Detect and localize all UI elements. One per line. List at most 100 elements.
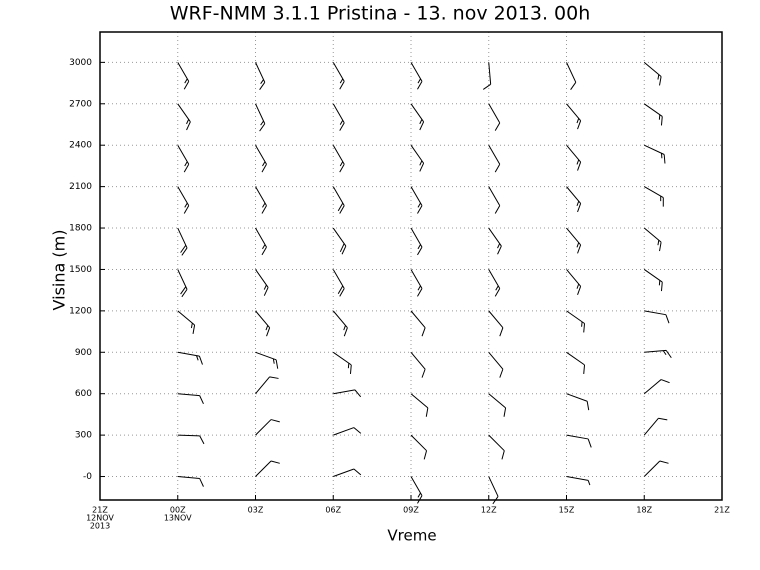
wind-barb xyxy=(643,227,662,252)
y-tick-label: 900 xyxy=(75,348,92,358)
x-tick-label: 13NOV xyxy=(164,514,192,523)
wind-barb xyxy=(488,434,505,460)
wind-barb xyxy=(566,62,577,90)
wind-barb xyxy=(410,351,426,378)
x-tick-label: 09Z xyxy=(403,506,419,515)
wind-barb xyxy=(332,62,345,90)
wind-barb xyxy=(410,434,428,460)
wind-barb xyxy=(410,476,423,504)
wind-barb xyxy=(332,144,345,173)
wind-barb xyxy=(644,144,666,164)
wind-barb xyxy=(643,379,670,395)
wind-barb xyxy=(410,310,426,337)
wind-barb xyxy=(255,351,279,369)
wind-barb xyxy=(643,269,663,292)
x-tick-label: 18Z xyxy=(636,506,652,515)
y-tick-label: 2700 xyxy=(69,99,92,109)
x-tick-label: 12NOV xyxy=(86,514,114,523)
wind-barb xyxy=(255,144,267,173)
wind-barb xyxy=(410,144,425,172)
y-tick-label: 2400 xyxy=(69,141,92,151)
wind-barb xyxy=(644,186,664,207)
wind-barb xyxy=(488,310,504,337)
wind-barb xyxy=(255,460,280,477)
wind-barb xyxy=(566,144,582,171)
wind-barb xyxy=(177,310,196,334)
wind-barb xyxy=(333,389,362,398)
wind-barb xyxy=(488,351,504,378)
wind-barb xyxy=(643,61,662,86)
wind-barb xyxy=(566,310,586,333)
wind-barb xyxy=(488,227,502,255)
x-tick-label: 03Z xyxy=(248,506,264,515)
wind-barb xyxy=(255,310,271,337)
y-tick-label: 1800 xyxy=(69,224,92,234)
y-tick-label: 3000 xyxy=(69,58,92,68)
wind-barb xyxy=(177,351,203,365)
wind-barb xyxy=(255,62,266,90)
x-tick-label: 2013 xyxy=(90,522,110,531)
wind-barb xyxy=(644,349,672,359)
plot-frame xyxy=(99,31,723,501)
x-axis-label: Vreme xyxy=(387,527,436,545)
wind-barb xyxy=(255,269,269,296)
wind-barb xyxy=(177,476,204,487)
wind-barb xyxy=(333,468,362,478)
wind-barb xyxy=(488,186,501,214)
wind-barb xyxy=(566,186,582,213)
y-tick-label: 2100 xyxy=(69,182,92,192)
wind-barb xyxy=(566,103,582,130)
x-tick-label: 00Z xyxy=(170,506,186,515)
wind-barb xyxy=(332,227,347,255)
wind-barb xyxy=(410,186,423,214)
wind-barb xyxy=(643,417,668,436)
wind-barb xyxy=(177,269,188,298)
wind-barb xyxy=(488,393,507,417)
wind-barb xyxy=(488,476,499,505)
x-tick-label: 15Z xyxy=(559,506,575,515)
wind-barb xyxy=(332,310,348,337)
x-tick-label: 21Z xyxy=(714,506,730,515)
wind-barb xyxy=(177,227,188,256)
wind-barb xyxy=(177,434,205,445)
y-tick-label: -0 xyxy=(83,472,92,482)
x-tick-label: 12Z xyxy=(481,506,497,515)
wind-barb xyxy=(566,476,591,486)
wind-barb xyxy=(566,227,582,254)
wind-barb xyxy=(255,186,267,214)
wind-barb xyxy=(410,393,429,417)
y-tick-label: 300 xyxy=(75,431,92,441)
wind-barb xyxy=(177,144,190,173)
wind-barb xyxy=(488,269,501,297)
wind-barb xyxy=(332,103,345,131)
x-tick-label: 06Z xyxy=(325,506,341,515)
wind-barb xyxy=(566,434,592,448)
wind-barb xyxy=(566,393,590,411)
wind-barb xyxy=(410,227,423,256)
wind-barb xyxy=(255,376,279,395)
wind-barb xyxy=(177,103,191,131)
wind-barb xyxy=(643,460,669,477)
y-tick-label: 1200 xyxy=(69,306,92,316)
wind-barb xyxy=(488,103,501,131)
wind-barb xyxy=(332,269,345,297)
wind-barb xyxy=(177,186,190,214)
wind-barb xyxy=(332,351,352,374)
y-tick-label: 1500 xyxy=(69,265,92,275)
wind-barb xyxy=(255,227,267,256)
wind-barb xyxy=(255,103,266,132)
wind-barb xyxy=(177,393,204,405)
wind-barb xyxy=(410,103,425,131)
wind-barb xyxy=(643,103,663,126)
wind-barb xyxy=(482,62,492,90)
wind-barb xyxy=(410,62,423,90)
wind-barb xyxy=(644,310,670,324)
wind-barb xyxy=(255,419,280,436)
wind-barb xyxy=(177,62,190,90)
wind-barb xyxy=(332,186,345,214)
y-tick-label: 600 xyxy=(75,389,92,399)
wind-barb xyxy=(566,351,586,374)
x-tick-label: 21Z xyxy=(92,506,108,515)
wind-barb xyxy=(566,269,582,295)
